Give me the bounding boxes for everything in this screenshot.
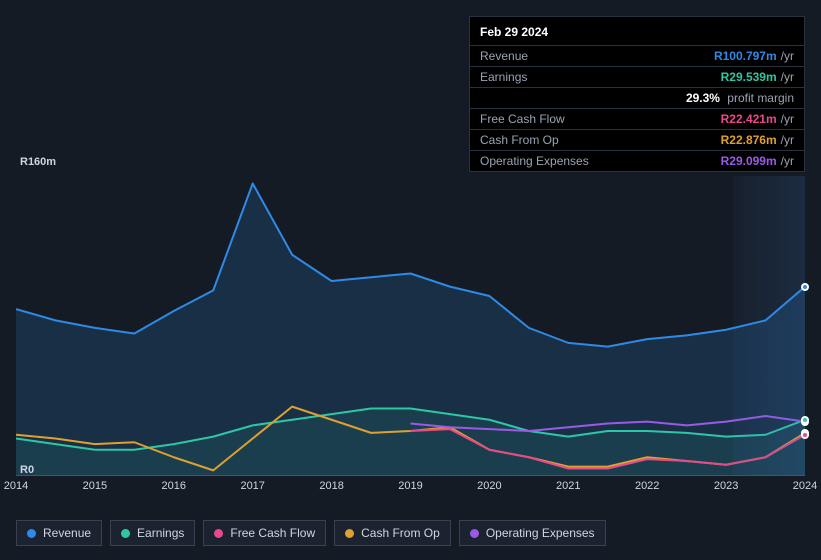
tooltip-row-label: Revenue <box>480 49 528 63</box>
legend-item[interactable]: Revenue <box>16 520 102 546</box>
tooltip-row-label: Operating Expenses <box>480 154 589 168</box>
legend-swatch <box>27 529 36 538</box>
tooltip-row-value: R100.797m/yr <box>714 49 794 63</box>
legend-label: Free Cash Flow <box>230 526 315 540</box>
legend-label: Earnings <box>137 526 184 540</box>
tooltip-row: Earnings R29.539m/yr <box>470 66 804 87</box>
tooltip-row: Free Cash Flow R22.421m/yr <box>470 108 804 129</box>
legend-swatch <box>470 529 479 538</box>
tooltip-row: Revenue R100.797m/yr <box>470 45 804 66</box>
tooltip-row-value: R22.421m/yr <box>721 112 794 126</box>
x-axis-tick: 2016 <box>162 480 186 492</box>
data-tooltip: Feb 29 2024 Revenue R100.797m/yr Earnings R… <box>469 16 805 172</box>
legend-swatch <box>214 529 223 538</box>
x-axis: 2014201520162017201820192020202120222023… <box>16 480 805 500</box>
highlight-band <box>733 176 805 475</box>
chart-legend: Revenue Earnings Free Cash Flow Cash From O… <box>16 520 606 546</box>
legend-item[interactable]: Earnings <box>110 520 195 546</box>
chart-svg <box>16 176 805 476</box>
legend-item[interactable]: Operating Expenses <box>459 520 606 546</box>
tooltip-row-value: R22.876m/yr <box>721 133 794 147</box>
y-axis-min-label: R0 <box>20 464 34 476</box>
legend-label: Revenue <box>43 526 91 540</box>
legend-label: Operating Expenses <box>486 526 595 540</box>
x-axis-tick: 2020 <box>477 480 501 492</box>
x-axis-tick: 2023 <box>714 480 738 492</box>
series-end-marker <box>801 431 809 439</box>
tooltip-row: Cash From Op R22.876m/yr <box>470 129 804 150</box>
legend-item[interactable]: Cash From Op <box>334 520 451 546</box>
tooltip-row-value: R29.539m/yr <box>721 70 794 84</box>
x-axis-tick: 2022 <box>635 480 659 492</box>
x-axis-tick: 2017 <box>240 480 264 492</box>
x-axis-tick: 2024 <box>793 480 817 492</box>
tooltip-row-value: R29.099m/yr <box>721 154 794 168</box>
y-axis-max-label: R160m <box>20 156 56 168</box>
tooltip-date: Feb 29 2024 <box>470 17 804 45</box>
tooltip-profit-margin: 29.3% profit margin <box>470 87 804 108</box>
x-axis-tick: 2015 <box>83 480 107 492</box>
legend-label: Cash From Op <box>361 526 440 540</box>
x-axis-tick: 2014 <box>4 480 28 492</box>
legend-swatch <box>121 529 130 538</box>
x-axis-tick: 2019 <box>398 480 422 492</box>
x-axis-tick: 2021 <box>556 480 580 492</box>
series-end-marker <box>801 283 809 291</box>
x-axis-tick: 2018 <box>319 480 343 492</box>
series-end-marker <box>801 416 809 424</box>
chart-plot-area[interactable] <box>16 176 805 476</box>
legend-item[interactable]: Free Cash Flow <box>203 520 326 546</box>
tooltip-row: Operating Expenses R29.099m/yr <box>470 150 804 171</box>
legend-swatch <box>345 529 354 538</box>
tooltip-row-label: Cash From Op <box>480 133 559 147</box>
financials-chart: R160m R0 2014201520162017201820192020202… <box>16 158 805 498</box>
tooltip-row-label: Free Cash Flow <box>480 112 565 126</box>
tooltip-row-label: Earnings <box>480 70 527 84</box>
